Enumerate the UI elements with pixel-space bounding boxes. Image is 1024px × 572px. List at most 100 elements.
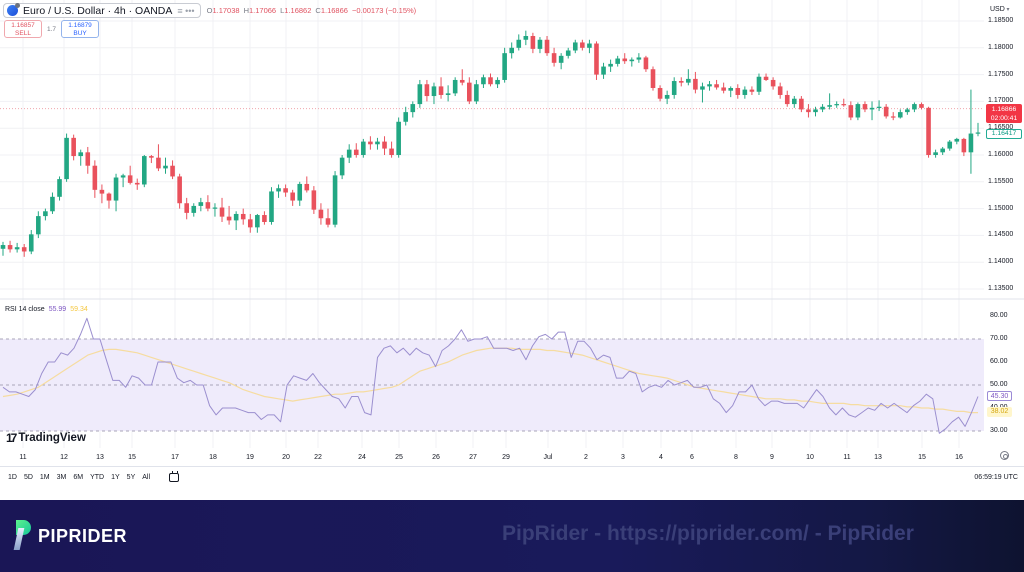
rsi-axis-label: 80.00 xyxy=(990,312,1008,319)
low-value: 1.16862 xyxy=(284,6,312,15)
rsi-axis-label: 30.00 xyxy=(990,427,1008,434)
watermark-text: PipRider - https://piprider.com/ - PipRi… xyxy=(502,522,914,545)
secondary-price-tag: 1.16417 xyxy=(986,129,1022,139)
buy-price: 1.16879 xyxy=(68,22,92,29)
range-toolbar: 1D 5D 1M 3M 6M YTD 1Y 5Y All 06:59:19 UTC xyxy=(0,466,1024,488)
price-axis-label: 1.14000 xyxy=(988,258,1014,266)
price-axis-label: 1.13500 xyxy=(988,285,1014,292)
current-price: 1.16866 xyxy=(991,106,1017,113)
settings-icon[interactable] xyxy=(1000,451,1009,460)
tradingview-mark-icon: 17 xyxy=(6,431,17,445)
range-button-all[interactable]: All xyxy=(142,474,151,481)
symbol-title: Euro / U.S. Dollar · 4h · OANDA xyxy=(23,4,173,17)
chart-area[interactable]: Euro / U.S. Dollar · 4h · OANDA ≡ ••• O1… xyxy=(0,0,1024,500)
time-axis-label: 10 xyxy=(806,454,814,461)
range-button-5y[interactable]: 5Y xyxy=(126,474,136,481)
sell-price: 1.16857 xyxy=(11,22,35,29)
symbol-selector[interactable]: Euro / U.S. Dollar · 4h · OANDA ≡ ••• xyxy=(3,3,201,18)
rsi-last-tag: 45.30 xyxy=(987,391,1012,401)
range-button-5d[interactable]: 5D xyxy=(23,474,33,481)
date-range-icon[interactable] xyxy=(169,471,180,482)
time-axis-label: 3 xyxy=(621,454,625,461)
high-value: 1.17066 xyxy=(248,6,277,15)
time-axis-label: 13 xyxy=(96,454,104,461)
close-value: 1.16866 xyxy=(320,6,348,15)
piprider-logo: PIPRIDER xyxy=(13,520,128,552)
time-axis-label: 11 xyxy=(19,454,27,461)
time-axis[interactable]: 11 12 13 15 17 18 19 20 22 24 25 26 27 29 Jul 2 3 4 6 8 9 10 1… xyxy=(0,448,1024,466)
rsi-label: RSI 14 close xyxy=(5,306,45,313)
time-axis-label: 15 xyxy=(128,454,136,461)
rsi-axis-label: 50.00 xyxy=(990,381,1008,388)
trade-panel: 1.16857 SELL 1.7 1.16879 BUY xyxy=(4,20,100,38)
tradingview-logo[interactable]: 17 TradingView xyxy=(6,431,86,445)
time-axis-label: 12 xyxy=(60,454,68,461)
low-label: L xyxy=(280,6,285,15)
time-axis-label: 19 xyxy=(246,454,254,461)
price-axis-label: 1.16500 xyxy=(988,124,1014,132)
currency-flag-icon xyxy=(7,3,20,16)
buy-label: BUY xyxy=(73,30,87,37)
rsi-axis-label: 70.00 xyxy=(990,335,1008,342)
time-axis-label: 24 xyxy=(358,454,366,461)
currency-selector[interactable]: USD xyxy=(990,6,1009,13)
rsi-axis-label: 60.00 xyxy=(990,358,1008,365)
rsi-ma-value: 59.34 xyxy=(70,306,88,313)
time-axis-label: 9 xyxy=(770,454,774,461)
time-axis-label: 18 xyxy=(209,454,217,461)
price-axis-label: 1.18500 xyxy=(988,17,1014,24)
price-axis-label: 1.18000 xyxy=(988,43,1014,51)
symbol-legend: Euro / U.S. Dollar · 4h · OANDA ≡ ••• O1… xyxy=(3,3,416,18)
price-axis-label: 1.17500 xyxy=(988,70,1014,78)
time-axis-label: 11 xyxy=(843,454,851,461)
close-label: C xyxy=(315,6,321,15)
open-value: 1.17038 xyxy=(212,6,240,15)
piprider-brand: PIPRIDER xyxy=(38,525,128,546)
rsi-legend[interactable]: RSI 14 close 55.99 59.34 xyxy=(5,306,88,313)
piprider-mark-icon xyxy=(13,520,32,552)
rsi-value: 55.99 xyxy=(48,306,67,313)
current-price-tag: 1.16866 02:00:41 xyxy=(986,104,1022,123)
time-axis-label: 20 xyxy=(282,454,290,461)
time-axis-label: Jul xyxy=(543,454,553,461)
change-value: −0.00173 (−0.15%) xyxy=(351,6,417,15)
piprider-footer: PIPRIDER xyxy=(0,500,1024,572)
range-button-1y[interactable]: 1Y xyxy=(111,474,120,481)
time-axis-label: 13 xyxy=(874,454,882,461)
open-label: O xyxy=(206,6,213,15)
tradingview-name: TradingView xyxy=(18,432,86,444)
time-axis-label: 15 xyxy=(918,454,926,461)
rsi-ma-last-tag: 38.02 xyxy=(987,407,1012,417)
range-buttons: 1D 5D 1M 3M 6M YTD 1Y 5Y All xyxy=(8,474,150,481)
price-axis-label: 1.16000 xyxy=(988,151,1014,158)
more-options-icon[interactable]: ≡ ••• xyxy=(177,5,195,16)
range-button-3m[interactable]: 3M xyxy=(56,474,67,481)
price-axis-label: 1.14500 xyxy=(988,231,1014,239)
buy-button[interactable]: 1.16879 BUY xyxy=(61,20,100,38)
utc-clock[interactable]: 06:59:19 UTC xyxy=(974,474,1018,481)
time-axis-label: 4 xyxy=(659,454,663,461)
price-axis-label: 1.17000 xyxy=(988,97,1014,105)
range-button-1m[interactable]: 1M xyxy=(39,474,50,481)
range-button-6m[interactable]: 6M xyxy=(73,474,84,481)
sell-button[interactable]: 1.16857 SELL xyxy=(4,20,42,38)
time-axis-label: 8 xyxy=(734,454,738,461)
time-axis-label: 26 xyxy=(432,454,440,461)
time-axis-label: 17 xyxy=(171,454,179,461)
ohlc-values: O1.17038 H1.17066 L1.16862 C1.16866 −0.0… xyxy=(207,6,417,15)
time-axis-label: 22 xyxy=(314,454,322,461)
time-axis-label: 16 xyxy=(955,454,963,461)
time-axis-label: 29 xyxy=(502,454,510,461)
price-axis-label: 1.15500 xyxy=(988,177,1014,185)
time-axis-label: 27 xyxy=(469,454,477,461)
time-axis-label: 2 xyxy=(584,454,588,461)
bar-countdown: 02:00:41 xyxy=(990,115,1018,122)
spread-value: 1.7 xyxy=(47,25,57,33)
range-button-1d[interactable]: 1D xyxy=(8,474,17,481)
price-axis-label: 1.15000 xyxy=(988,204,1014,212)
price-chart-canvas[interactable] xyxy=(0,0,1024,500)
range-button-ytd[interactable]: YTD xyxy=(90,474,105,481)
sell-label: SELL xyxy=(15,30,31,37)
time-axis-label: 25 xyxy=(395,454,403,461)
high-label: H xyxy=(243,6,249,15)
